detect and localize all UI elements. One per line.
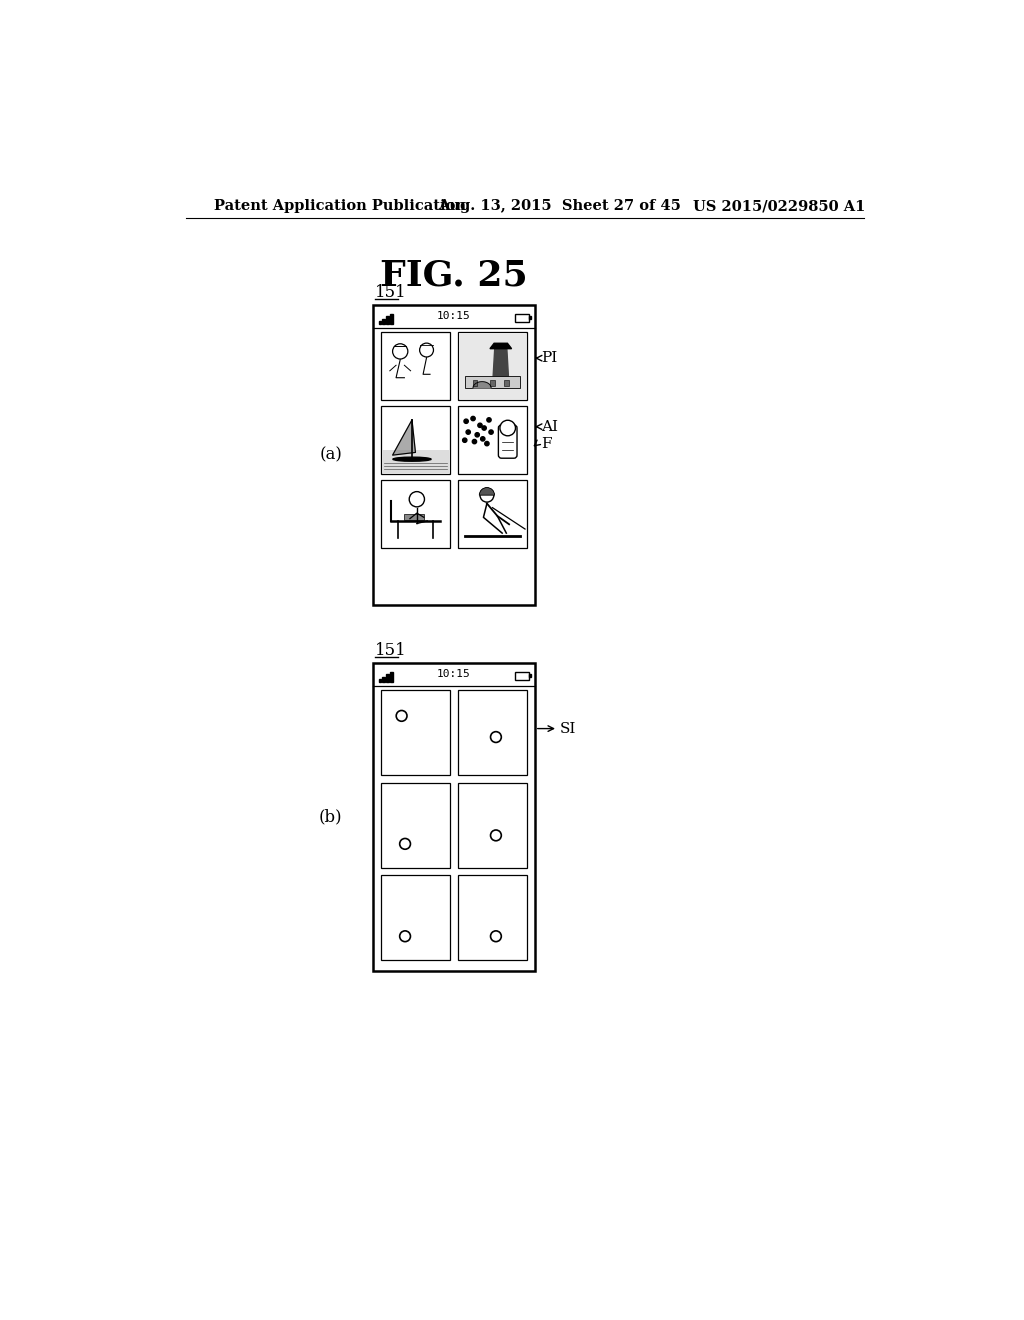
Bar — [373, 305, 535, 605]
Wedge shape — [479, 487, 495, 495]
Circle shape — [463, 438, 467, 442]
Circle shape — [464, 418, 468, 424]
Bar — [381, 333, 451, 400]
Circle shape — [475, 433, 479, 437]
Circle shape — [472, 440, 476, 444]
Bar — [386, 317, 389, 323]
Bar — [381, 690, 451, 775]
Bar — [379, 321, 381, 323]
Bar — [515, 314, 528, 322]
Text: 10:15: 10:15 — [437, 312, 471, 321]
Circle shape — [478, 424, 482, 428]
Text: Patent Application Publication: Patent Application Publication — [214, 199, 466, 213]
Bar — [458, 690, 527, 775]
Circle shape — [484, 441, 489, 446]
Circle shape — [500, 420, 515, 436]
Polygon shape — [493, 345, 509, 388]
Bar — [382, 450, 450, 474]
Text: SI: SI — [559, 722, 575, 735]
FancyBboxPatch shape — [499, 425, 517, 458]
Bar — [379, 678, 381, 682]
Bar — [381, 480, 451, 548]
Bar — [382, 318, 385, 323]
Bar — [381, 875, 451, 960]
Polygon shape — [392, 420, 416, 455]
Bar — [528, 675, 531, 677]
Bar — [381, 407, 451, 474]
Text: PI: PI — [541, 351, 557, 366]
Circle shape — [488, 430, 494, 434]
Bar — [515, 672, 528, 680]
Bar — [458, 333, 527, 400]
Circle shape — [471, 416, 475, 421]
Bar — [390, 672, 393, 682]
Circle shape — [482, 426, 486, 430]
Text: FIG. 25: FIG. 25 — [380, 259, 527, 293]
Ellipse shape — [393, 457, 431, 461]
Text: F: F — [541, 437, 552, 450]
Text: (b): (b) — [318, 808, 343, 825]
Bar — [458, 783, 527, 867]
Text: 10:15: 10:15 — [437, 669, 471, 680]
Bar — [458, 480, 527, 548]
Text: 151: 151 — [376, 642, 408, 659]
Bar — [504, 380, 509, 387]
Bar — [465, 376, 520, 388]
Text: (a): (a) — [319, 446, 342, 463]
Bar — [386, 675, 389, 682]
Text: Aug. 13, 2015  Sheet 27 of 45: Aug. 13, 2015 Sheet 27 of 45 — [438, 199, 681, 213]
Circle shape — [486, 417, 492, 422]
Polygon shape — [473, 381, 492, 388]
Text: US 2015/0229850 A1: US 2015/0229850 A1 — [692, 199, 865, 213]
Bar — [373, 663, 535, 970]
Bar — [404, 513, 424, 520]
Bar — [458, 407, 527, 474]
Circle shape — [466, 430, 470, 434]
Circle shape — [480, 437, 485, 441]
Text: 151: 151 — [376, 284, 408, 301]
Polygon shape — [489, 343, 512, 348]
Text: AI: AI — [541, 420, 558, 434]
Bar — [528, 317, 531, 319]
Bar — [382, 677, 385, 682]
Bar — [458, 875, 527, 960]
Bar — [490, 380, 495, 387]
Bar — [381, 783, 451, 867]
Bar — [390, 314, 393, 323]
Bar — [473, 380, 477, 387]
Bar — [459, 333, 526, 400]
